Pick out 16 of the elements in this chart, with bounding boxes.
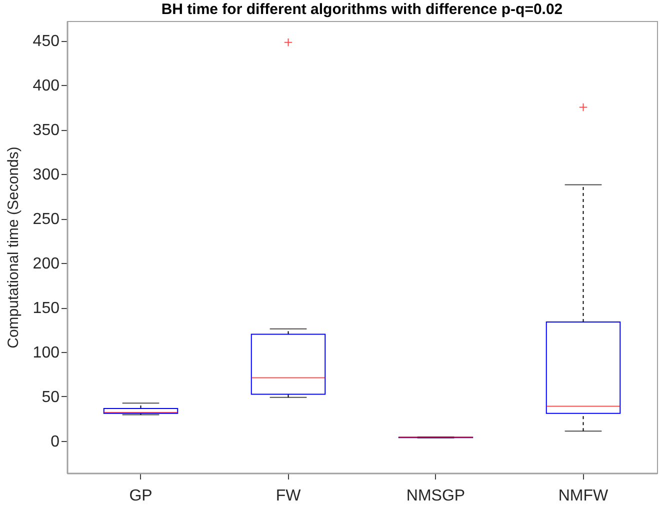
y-tick-label: 300: [32, 166, 60, 184]
x-tick-label: NMFW: [558, 488, 610, 504]
chart-title: BH time for different algorithms with difference p-q=0.02: [161, 1, 563, 18]
y-tick-label: 350: [32, 122, 60, 140]
y-tick-label: 250: [32, 211, 60, 228]
y-tick-label: 450: [32, 33, 60, 50]
x-tick-label: GP: [129, 488, 152, 504]
y-tick-label: 100: [32, 344, 60, 362]
y-tick-label: 200: [32, 256, 60, 273]
y-tick-label: 50: [42, 388, 60, 406]
y-tick-label: 150: [32, 300, 60, 318]
y-tick-label: 0: [50, 433, 60, 450]
x-tick-label: NMSGP: [406, 488, 466, 504]
y-axis-title: Computational time (Seconds): [4, 146, 22, 348]
x-tick-label: FW: [276, 488, 302, 504]
y-tick-label: 400: [32, 78, 60, 95]
